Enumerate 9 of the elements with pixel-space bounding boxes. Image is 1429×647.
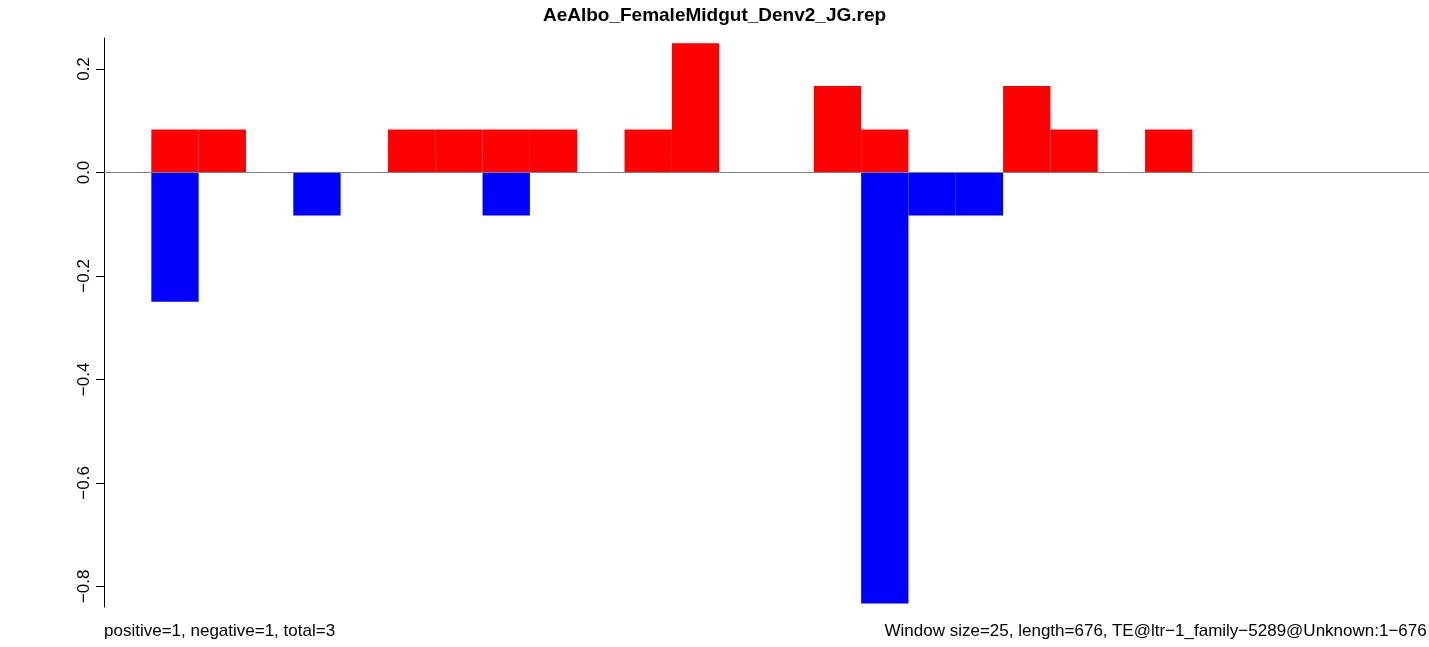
text: positive=1, negative=1, total=3 <box>104 621 336 640</box>
y-tick-label: −0.2 <box>74 259 93 293</box>
y-tick-label: −0.8 <box>74 569 93 604</box>
y-tick-label: −0.6 <box>74 466 93 500</box>
y-tick-label: −0.4 <box>74 362 93 397</box>
y-tick-label: 0.2 <box>74 57 93 81</box>
chart-title: AeAlbo_FemaleMidgut_Denv2_JG.rep <box>542 4 887 25</box>
text: Window size=25, length=676, TE@ltr−1_family−5289@Unknown:1−676 <box>884 621 1427 640</box>
y-tick-label: 0.0 <box>74 160 93 185</box>
